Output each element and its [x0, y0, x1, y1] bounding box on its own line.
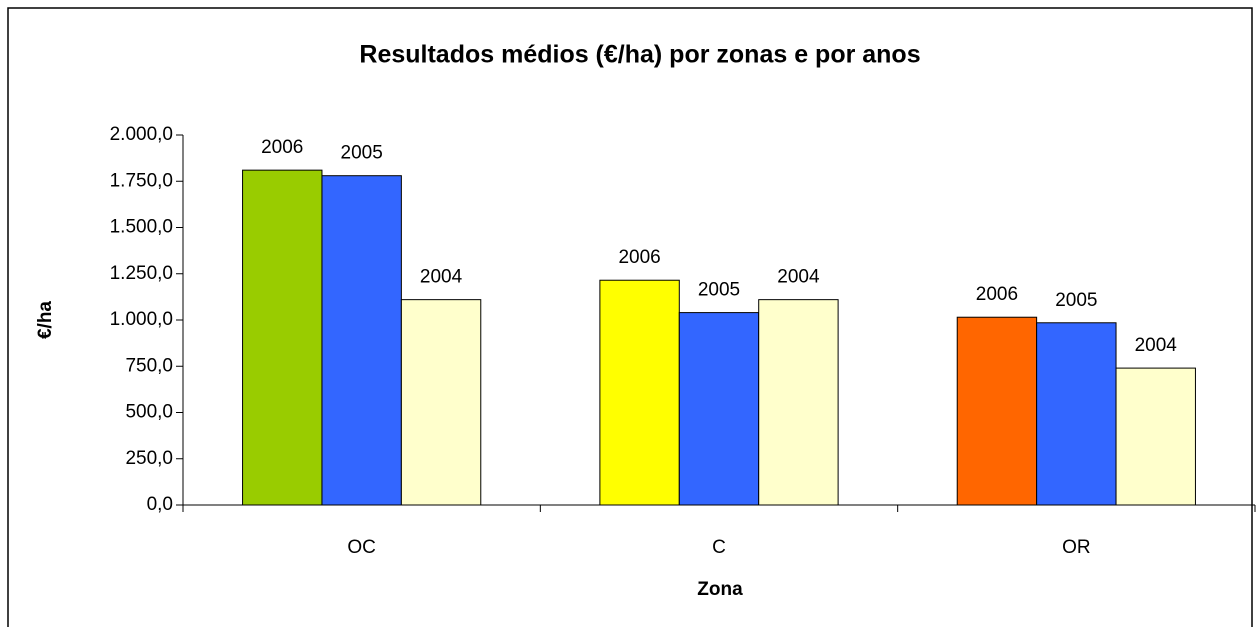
x-tick-label: C [712, 537, 726, 558]
bar [1036, 322, 1117, 506]
bar [242, 169, 323, 506]
data-label: 2004 [1135, 335, 1178, 356]
chart-title: Resultados médios (€/ha) por zonas e por… [359, 41, 920, 69]
y-tick-label: 1.500,0 [110, 217, 173, 238]
bar [758, 299, 839, 506]
data-label: 2004 [777, 267, 820, 288]
bar [599, 279, 680, 506]
bar [400, 299, 482, 506]
x-axis-label: Zona [697, 579, 743, 600]
bar [678, 312, 760, 506]
y-tick-label: 750,0 [125, 355, 173, 376]
y-axis-label: €/ha [35, 301, 56, 339]
data-label: 2006 [976, 284, 1018, 305]
x-tick-label: OC [347, 537, 376, 558]
bar [956, 316, 1038, 506]
y-tick-label: 1.250,0 [110, 263, 173, 284]
y-tick-label: 1.750,0 [110, 170, 173, 191]
data-label: 2005 [698, 280, 740, 301]
data-label: 2005 [341, 143, 383, 164]
bar [1115, 367, 1196, 506]
y-tick-label: 250,0 [125, 448, 173, 469]
y-tick-label: 1.000,0 [110, 309, 173, 330]
data-label: 2006 [261, 137, 303, 158]
data-label: 2004 [420, 267, 463, 288]
y-tick-label: 2.000,0 [110, 124, 173, 145]
y-tick-label: 500,0 [125, 402, 173, 423]
bar [321, 175, 402, 506]
x-tick-label: OR [1062, 537, 1091, 558]
y-tick-label: 0,0 [147, 494, 173, 515]
data-label: 2006 [618, 247, 660, 268]
data-label: 2005 [1055, 290, 1097, 311]
